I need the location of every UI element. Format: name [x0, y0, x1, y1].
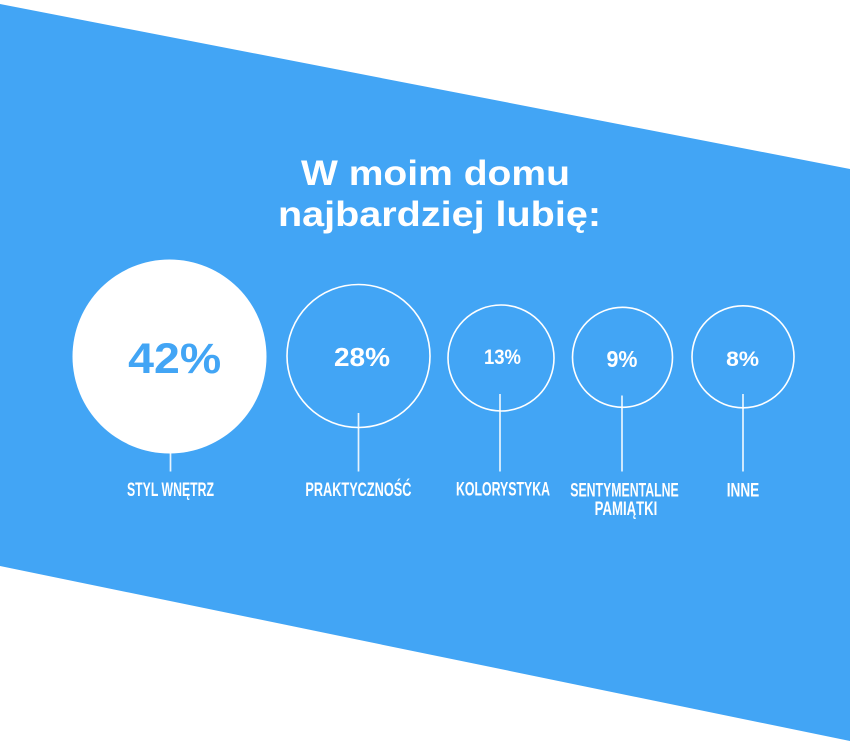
svg-text:13%: 13%	[484, 346, 521, 369]
svg-text:PAMIĄTKI: PAMIĄTKI	[595, 498, 658, 520]
svg-text:28%: 28%	[334, 342, 390, 372]
svg-text:najbardziej lubię:: najbardziej lubię:	[278, 195, 601, 234]
svg-text:SENTYMENTALNE: SENTYMENTALNE	[570, 480, 679, 502]
svg-text:INNE: INNE	[727, 479, 760, 501]
svg-text:W moim domu: W moim domu	[301, 154, 570, 193]
svg-text:42%: 42%	[128, 335, 221, 383]
svg-text:9%: 9%	[607, 346, 638, 372]
svg-text:STYL WNĘTRZ: STYL WNĘTRZ	[127, 479, 214, 501]
svg-text:8%: 8%	[726, 347, 759, 371]
svg-text:KOLORYSTYKA: KOLORYSTYKA	[456, 479, 550, 501]
svg-text:PRAKTYCZNOŚĆ: PRAKTYCZNOŚĆ	[305, 477, 411, 501]
